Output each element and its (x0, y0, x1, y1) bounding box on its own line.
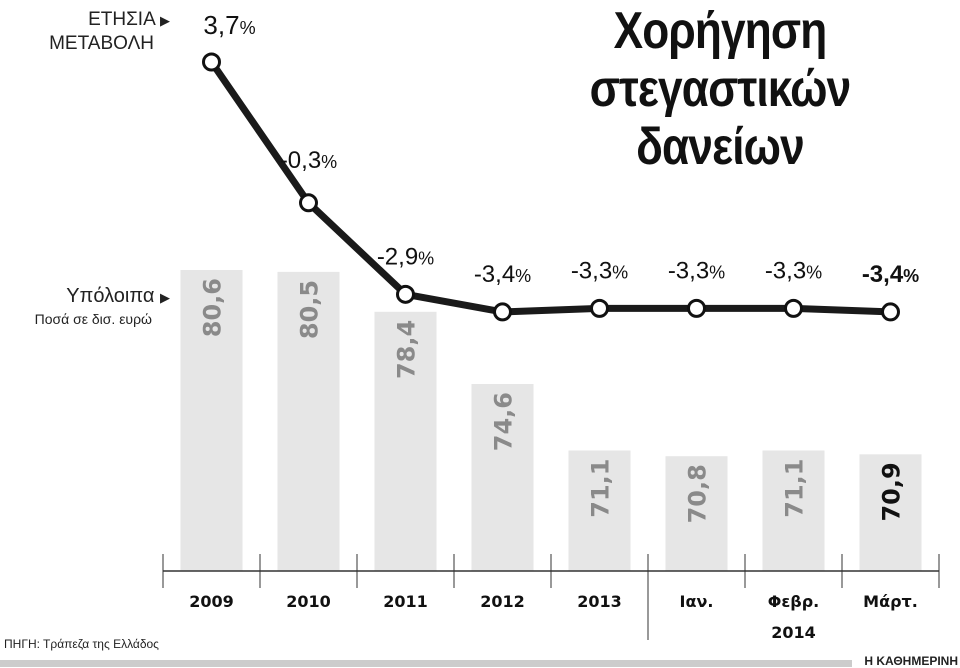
x-tick-label: 2011 (383, 592, 428, 611)
line-label-1: ΕΤΗΣΙΑ (88, 9, 155, 30)
line-value-label: 3,7% (203, 10, 255, 40)
unit-label: % (806, 262, 822, 282)
line-value-label: -3,4% (862, 261, 919, 288)
unit-label: % (709, 262, 725, 282)
bar (374, 311, 437, 571)
chart-title: Χορήγηση στεγαστικών δανείων (589, 2, 852, 176)
unit-label: % (240, 18, 256, 38)
x-tick-label: 2010 (286, 592, 331, 611)
line-label-2: ΜΕΤΑΒΟΛΗ (49, 33, 154, 54)
unit-label: % (612, 262, 628, 282)
bar-value-label: 78,4 (393, 320, 421, 379)
bar (471, 384, 534, 571)
bar (762, 450, 825, 571)
line-value-label: -3,3% (765, 257, 822, 284)
line-value-label: -3,3% (571, 257, 628, 284)
unit-label: % (903, 266, 919, 286)
line-value-label: -0,3% (280, 147, 337, 174)
bar (180, 270, 243, 571)
unit-label: % (418, 248, 434, 268)
bar-value-label: 71,1 (781, 459, 809, 518)
unit-label: % (321, 152, 337, 172)
bar-value-label: 70,9 (878, 462, 906, 521)
line-point (202, 52, 221, 72)
unit-label: % (515, 266, 531, 286)
line-point (493, 302, 512, 322)
x-group-label: 2014 (771, 623, 816, 642)
bar (277, 271, 340, 571)
arrow-right-icon: ▶ (160, 13, 170, 28)
bar-sublabel: Ποσά σε δισ. ευρώ (34, 311, 152, 327)
line-point (299, 193, 318, 213)
x-tick-label: Μάρτ. (863, 592, 918, 611)
x-tick-label: Φεβρ. (768, 592, 820, 611)
source-note: ΠΗΓΗ: Τράπεζα της Ελλάδος (4, 637, 159, 651)
bar-value-label: 70,8 (684, 464, 712, 523)
line-point (881, 302, 900, 322)
x-tick-label: Ιαν. (680, 592, 714, 611)
bar (859, 454, 922, 571)
line-value-label: -3,3% (668, 257, 725, 284)
line-point (396, 284, 415, 304)
bar-value-label: 80,6 (199, 278, 227, 337)
line-point (784, 298, 803, 318)
line-value-label: -3,4% (474, 261, 531, 288)
x-tick-label: 2012 (480, 592, 525, 611)
bar (665, 456, 728, 571)
x-tick-label: 2009 (189, 592, 234, 611)
footer-bar (0, 660, 852, 667)
bar-label: Υπόλοιπα (66, 285, 155, 307)
bar (568, 450, 631, 571)
brand-logo: Η ΚΑΘΗΜΕΡΙΝΗ (864, 654, 958, 668)
line-series (208, 60, 891, 316)
line-series-label: ΕΤΗΣΙΑ ▶ ΜΕΤΑΒΟΛΗ (20, 8, 170, 55)
bar-value-label: 74,6 (490, 392, 518, 451)
bar-series-label: Υπόλοιπα ▶ Ποσά σε δισ. ευρώ (0, 284, 170, 328)
x-tick-label: 2013 (577, 592, 622, 611)
line-point (590, 298, 609, 318)
arrow-right-icon: ▶ (160, 290, 170, 305)
bar-value-label: 71,1 (587, 459, 615, 518)
bar-value-label: 80,5 (296, 280, 324, 339)
line-value-label: -2,9% (377, 243, 434, 270)
line-point (687, 298, 706, 318)
